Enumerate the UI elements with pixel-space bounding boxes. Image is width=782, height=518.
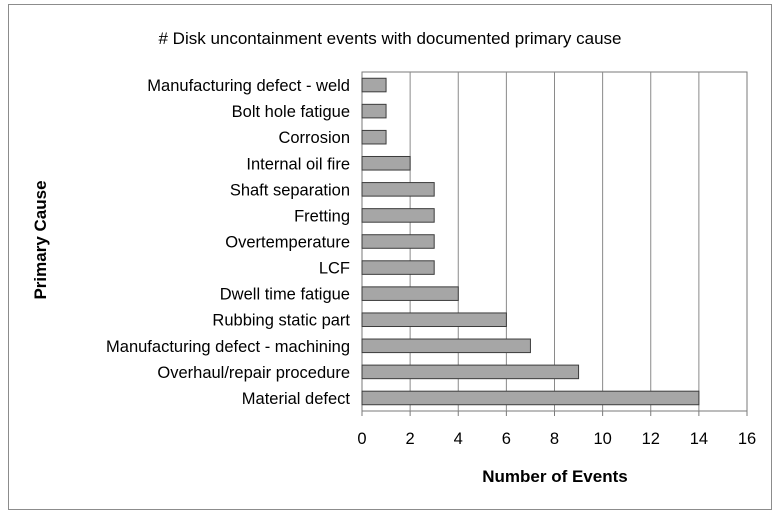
x-tick-label: 2	[406, 430, 415, 448]
x-tick-label: 8	[550, 430, 559, 448]
x-tick-label: 16	[738, 430, 756, 448]
chart-title: # Disk uncontainment events with documen…	[158, 29, 621, 48]
bar	[361, 182, 435, 197]
bar	[361, 312, 507, 328]
x-tick-label: 6	[502, 430, 511, 448]
category-labels: Manufacturing defect - weld Bolt hole fat…	[106, 77, 350, 408]
x-axis-label: Number of Events	[482, 467, 627, 486]
bar	[361, 234, 435, 249]
category-label: Rubbing static part	[212, 312, 350, 330]
x-tick-label: 0	[357, 430, 366, 448]
category-label: Shaft separation	[230, 181, 350, 199]
category-label: Overhaul/repair procedure	[157, 364, 350, 382]
category-label: LCF	[319, 260, 350, 278]
x-tick-labels: 0 2 4 6 8 10 12 14 16	[357, 411, 756, 448]
category-label: Fretting	[294, 207, 350, 225]
category-label: Manufacturing defect - weld	[147, 77, 350, 95]
x-tick-label: 14	[690, 430, 708, 448]
bar	[361, 129, 387, 145]
grid-lines	[409, 72, 700, 411]
y-axis-label: Primary Cause	[31, 180, 50, 299]
category-label: Overtemperature	[225, 234, 350, 252]
x-tick-label: 12	[642, 430, 660, 448]
category-label: Bolt hole fatigue	[232, 103, 350, 121]
bar	[361, 208, 435, 223]
category-label: Corrosion	[278, 129, 350, 147]
x-tick-label: 4	[454, 430, 463, 448]
bar	[361, 260, 435, 275]
category-label: Dwell time fatigue	[220, 286, 350, 304]
bar	[361, 286, 459, 301]
bar	[361, 338, 531, 354]
bar	[361, 364, 580, 380]
bars	[361, 77, 700, 406]
bar	[361, 77, 387, 93]
category-label: Manufacturing defect - machining	[106, 338, 350, 356]
bar	[361, 390, 700, 406]
category-label: Material defect	[242, 390, 351, 408]
bar	[361, 103, 387, 119]
x-tick-label: 10	[593, 430, 611, 448]
category-label: Internal oil fire	[246, 155, 350, 173]
bar	[361, 155, 411, 171]
